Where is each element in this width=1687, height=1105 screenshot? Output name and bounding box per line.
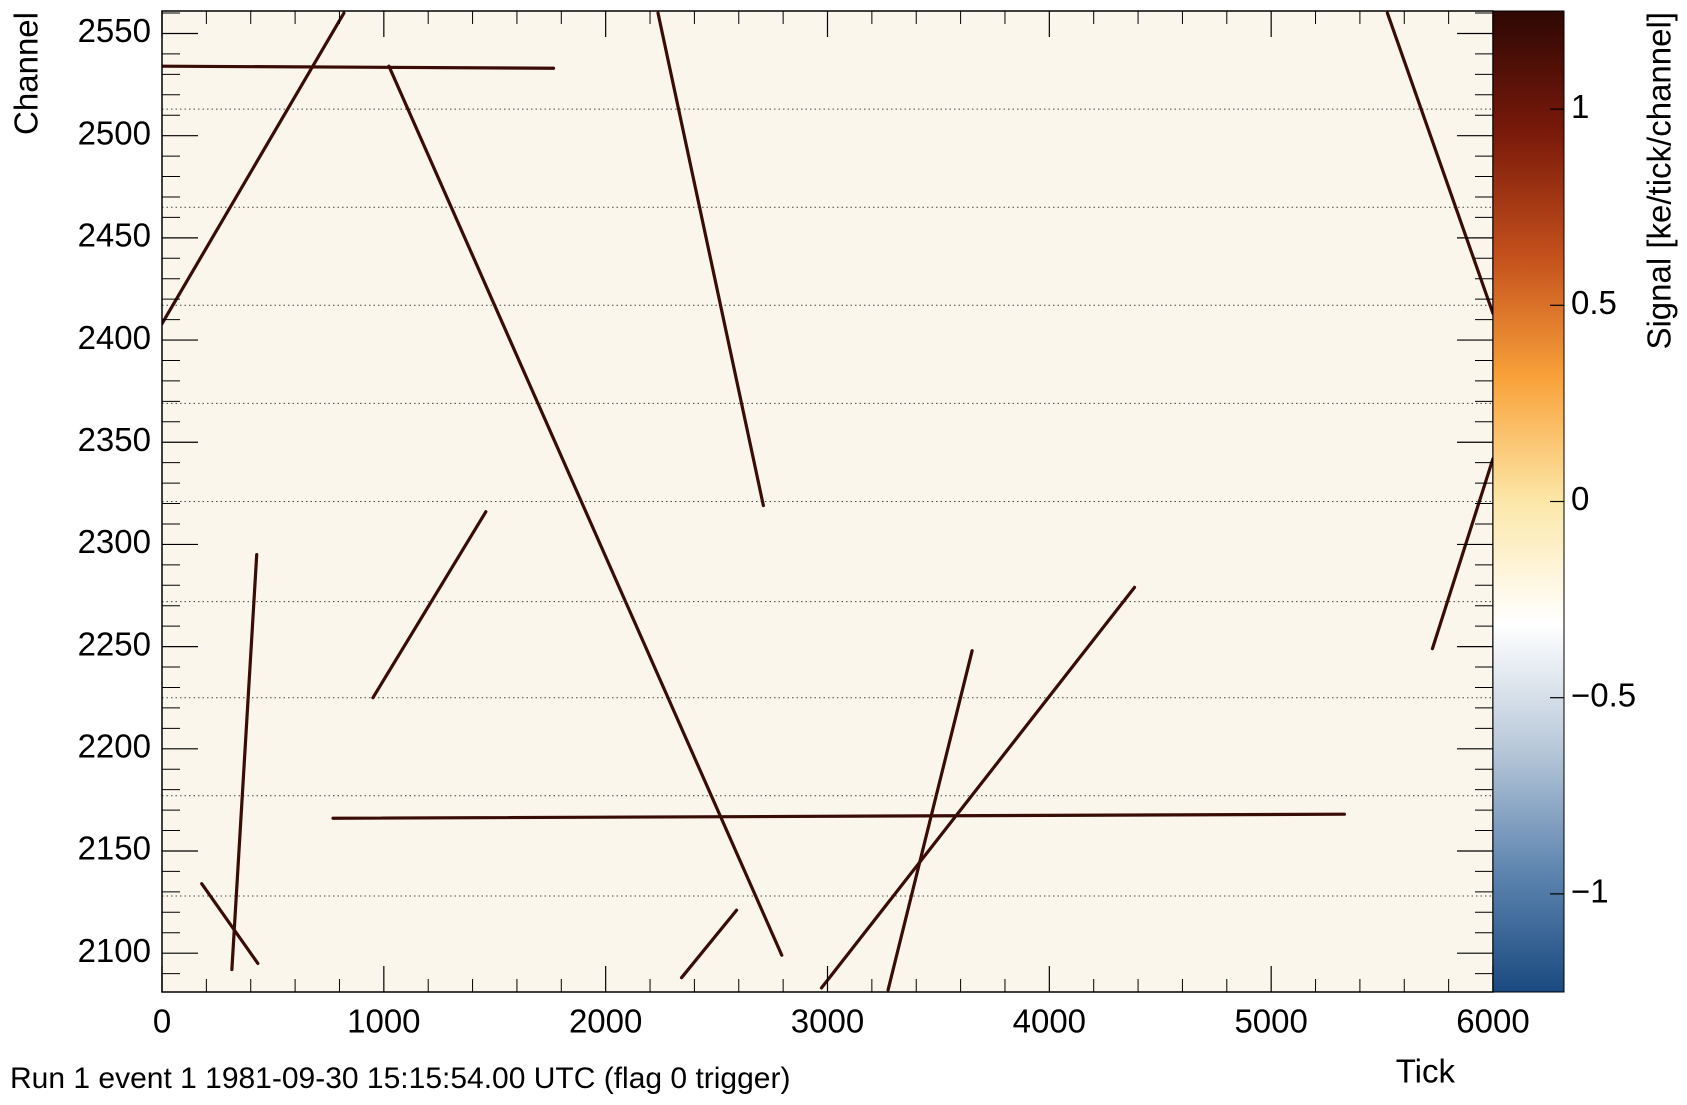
track (162, 11, 346, 326)
y-tick-label: 2400 (78, 319, 151, 356)
x-tick-label: 4000 (1013, 1003, 1086, 1040)
y-tick-label: 2100 (78, 932, 151, 969)
y-axis-title: Channel (8, 12, 45, 135)
x-tick-label: 0 (153, 1003, 171, 1040)
track (886, 649, 974, 992)
y-tick-label: 2500 (78, 114, 151, 151)
colorbar-tick-label: −0.5 (1571, 676, 1636, 713)
colorbar-title: Signal [ke/tick/channel] (1641, 12, 1678, 350)
footer: Run 1 event 1 1981-09-30 15:15:54.00 UTC… (10, 1062, 790, 1095)
track (371, 510, 488, 700)
y-tick-label: 2150 (78, 830, 151, 867)
x-tick-label: 5000 (1234, 1003, 1307, 1040)
track (819, 585, 1137, 990)
x-tick-label: 2000 (569, 1003, 642, 1040)
colorbar-tick-label: 1 (1571, 88, 1589, 125)
track (387, 64, 784, 957)
plot-background (162, 11, 1493, 992)
y-tick-label: 2300 (78, 523, 151, 560)
y-tick-label: 2250 (78, 625, 151, 662)
plot-area (162, 11, 1493, 992)
track (1385, 11, 1493, 316)
track (162, 64, 556, 70)
x-tick-label: 1000 (347, 1003, 420, 1040)
x-axis-title: Tick (1396, 1053, 1456, 1090)
y-tick-label: 2550 (78, 12, 151, 49)
y-tick-label: 2200 (78, 728, 151, 765)
x-tick-label: 6000 (1456, 1003, 1529, 1040)
track (200, 882, 260, 965)
colorbar-tick-label: 0.5 (1571, 284, 1617, 321)
track (1430, 456, 1493, 651)
track (679, 908, 739, 980)
track (331, 812, 1346, 820)
track (656, 11, 765, 508)
y-tick-label: 2450 (78, 217, 151, 254)
track (230, 553, 259, 972)
colorbar-tick-label: 0 (1571, 480, 1589, 517)
colorbar-tick-label: −1 (1571, 873, 1609, 910)
y-tick-label: 2350 (78, 421, 151, 458)
x-tick-label: 3000 (791, 1003, 864, 1040)
